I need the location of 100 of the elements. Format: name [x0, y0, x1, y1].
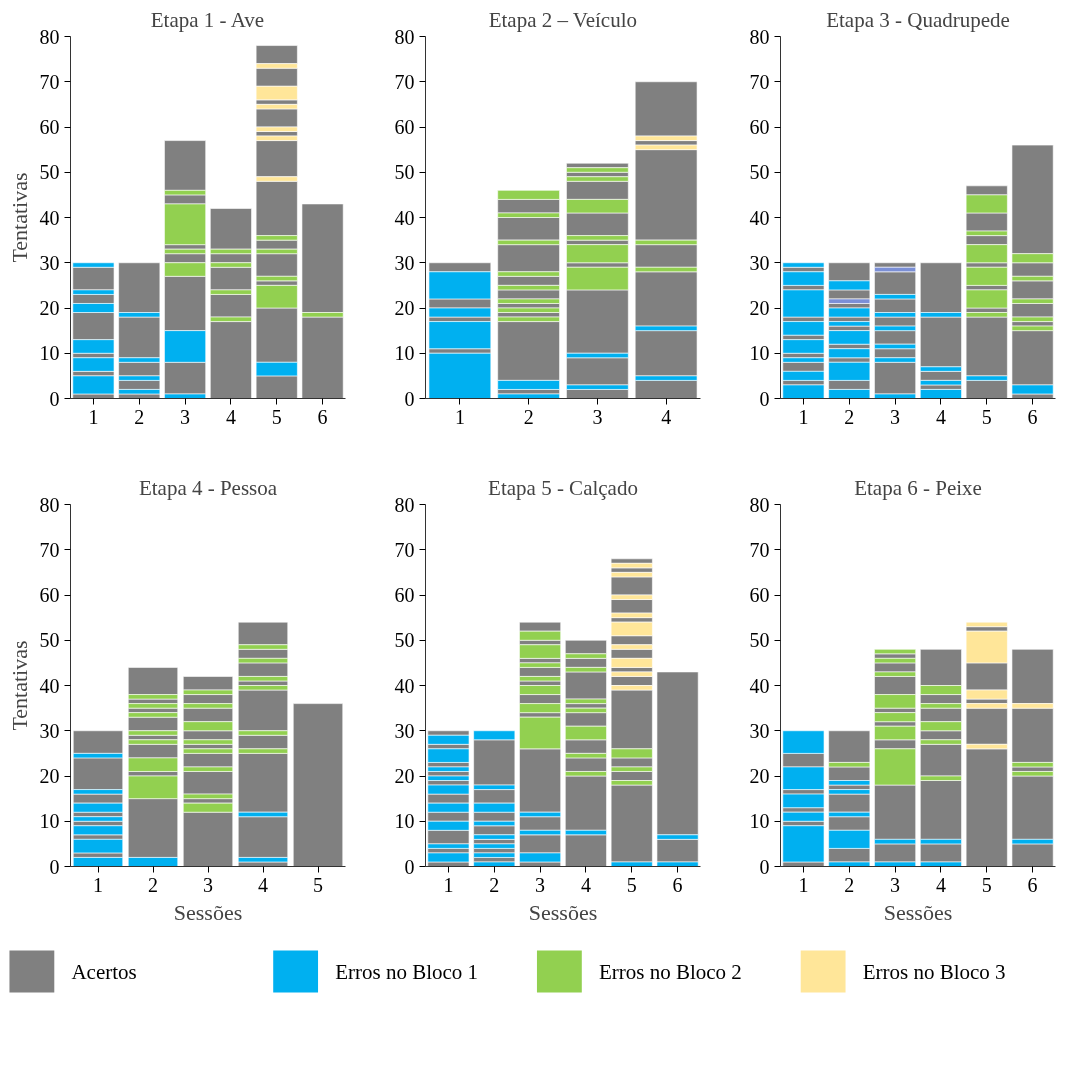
legend-label: Erros no Bloco 3 [862, 959, 1006, 984]
x-tick-label: 3 [535, 873, 546, 896]
legend-label: Erros no Bloco 1 [335, 959, 479, 984]
x-tick-label: 3 [890, 873, 901, 896]
y-tick-label: 80 [39, 493, 60, 516]
y-tick-label: 70 [749, 538, 770, 561]
x-tick-label: 2 [844, 873, 855, 896]
y-tick-label: 20 [749, 297, 770, 319]
x-tick-label: 5 [981, 405, 992, 428]
chart-title: Etapa 5 - Calçado [488, 475, 638, 500]
y-tick-label: 40 [39, 206, 60, 229]
y-tick-label: 0 [49, 855, 60, 878]
y-tick-label: 80 [394, 493, 415, 516]
x-tick-label: 4 [935, 405, 946, 428]
x-tick-label: 4 [258, 873, 268, 896]
x-tick-label: 2 [523, 405, 534, 428]
x-tick-label: 4 [225, 405, 236, 428]
y-tick-label: 10 [749, 810, 770, 833]
x-tick-label: 3 [180, 405, 191, 428]
y-tick-label: 30 [394, 719, 415, 742]
chart-title: Etapa 6 - Peixe [854, 475, 982, 500]
y-tick-label: 60 [749, 584, 770, 606]
y-tick-label: 10 [394, 342, 415, 365]
x-tick-label: 3 [592, 405, 603, 428]
y-tick-label: 10 [749, 342, 770, 365]
y-tick-label: 20 [749, 765, 770, 787]
y-tick-label: 20 [39, 297, 60, 319]
x-tick-label: 2 [489, 873, 500, 896]
x-tick-label: 2 [844, 405, 855, 428]
y-tick-label: 60 [39, 116, 60, 138]
chart-title: Etapa 4 - Pessoa [138, 475, 278, 500]
x-tick-label: 4 [580, 873, 591, 896]
y-tick-label: 80 [749, 25, 770, 48]
y-tick-label: 30 [39, 719, 60, 742]
y-tick-label: 60 [394, 584, 415, 606]
x-tick-label: 5 [313, 873, 323, 896]
y-tick-label: 20 [39, 765, 60, 787]
y-tick-label: 70 [749, 70, 770, 93]
y-tick-label: 70 [394, 538, 415, 561]
y-tick-label: 0 [49, 387, 60, 410]
x-tick-label: 2 [148, 873, 158, 896]
x-tick-label: 6 [317, 405, 328, 428]
y-tick-label: 40 [749, 674, 770, 697]
x-tick-label: 5 [981, 873, 992, 896]
y-tick-label: 30 [394, 251, 415, 274]
x-tick-label: 6 [1027, 873, 1038, 896]
y-tick-label: 50 [749, 629, 770, 652]
y-tick-label: 70 [39, 538, 60, 561]
x-tick-label: 2 [134, 405, 145, 428]
chart-title: Etapa 2 – Veículo [488, 7, 637, 32]
y-tick-label: 0 [404, 387, 415, 410]
legend-label: Acertos [71, 959, 137, 984]
y-tick-label: 40 [39, 674, 60, 697]
x-tick-label: 6 [1027, 405, 1038, 428]
y-tick-label: 50 [39, 161, 60, 184]
chart-title: Etapa 1 - Ave [150, 7, 265, 32]
x-tick-label: 5 [271, 405, 282, 428]
y-tick-label: 70 [394, 70, 415, 93]
y-axis-title: Tentativas [6, 172, 32, 263]
y-axis-title: Tentativas [6, 640, 32, 731]
x-tick-label: 1 [798, 405, 809, 428]
y-tick-label: 10 [39, 810, 60, 833]
y-tick-label: 10 [39, 342, 60, 365]
y-tick-label: 30 [749, 251, 770, 274]
x-tick-label: 4 [661, 405, 672, 428]
x-tick-label: 3 [890, 405, 901, 428]
y-tick-label: 80 [39, 25, 60, 48]
x-tick-label: 4 [935, 873, 946, 896]
y-tick-label: 0 [759, 387, 770, 410]
legend-label: Erros no Bloco 2 [598, 959, 742, 984]
x-axis-title: Sessões [883, 899, 953, 925]
x-tick-label: 1 [93, 873, 103, 896]
y-tick-label: 50 [394, 161, 415, 184]
y-tick-label: 80 [749, 493, 770, 516]
y-tick-label: 0 [404, 855, 415, 878]
y-tick-label: 40 [394, 206, 415, 229]
y-tick-label: 30 [749, 719, 770, 742]
x-tick-label: 1 [798, 873, 809, 896]
y-tick-label: 40 [394, 674, 415, 697]
y-tick-label: 0 [759, 855, 770, 878]
chart-title: Etapa 3 - Quadrupede [826, 7, 1010, 32]
x-tick-label: 5 [626, 873, 637, 896]
y-tick-label: 40 [749, 206, 770, 229]
y-tick-label: 60 [749, 116, 770, 138]
x-axis-title: Sessões [173, 899, 243, 925]
x-tick-label: 6 [672, 873, 683, 896]
y-tick-label: 20 [394, 765, 415, 787]
y-tick-label: 70 [39, 70, 60, 93]
y-tick-label: 30 [39, 251, 60, 274]
y-tick-label: 80 [394, 25, 415, 48]
x-axis-title: Sessões [528, 899, 598, 925]
x-tick-label: 1 [454, 405, 465, 428]
y-tick-label: 50 [749, 161, 770, 184]
y-tick-label: 60 [39, 584, 60, 606]
y-tick-label: 50 [39, 629, 60, 652]
x-tick-label: 1 [443, 873, 454, 896]
y-tick-label: 10 [394, 810, 415, 833]
y-tick-label: 50 [394, 629, 415, 652]
y-tick-label: 60 [394, 116, 415, 138]
y-tick-label: 20 [394, 297, 415, 319]
